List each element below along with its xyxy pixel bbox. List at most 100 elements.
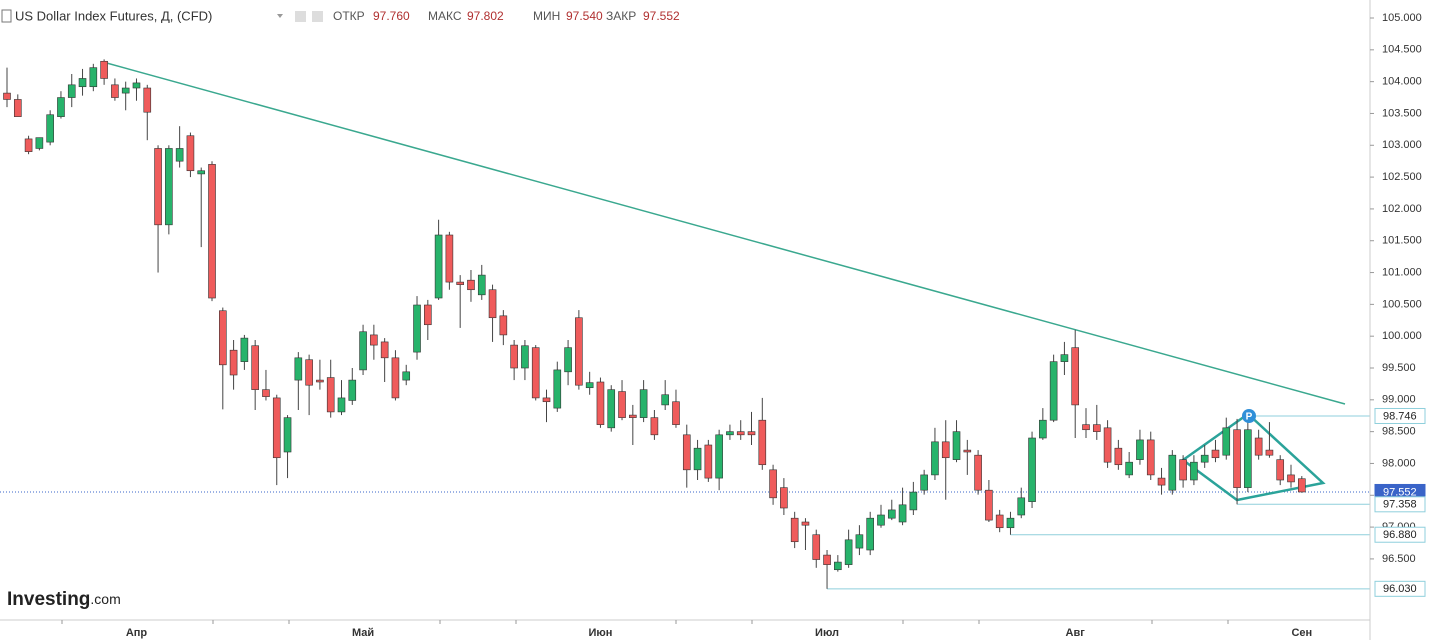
low-label: МИН bbox=[533, 9, 560, 23]
candle-body bbox=[391, 357, 400, 399]
candle-body bbox=[575, 317, 583, 386]
candle-body bbox=[834, 561, 842, 571]
candle-body bbox=[46, 114, 54, 143]
candle-body bbox=[1276, 459, 1285, 481]
logo-name: Investing bbox=[7, 589, 90, 610]
candle-body bbox=[844, 539, 853, 565]
candle-body bbox=[887, 509, 896, 519]
candle-body bbox=[920, 474, 928, 491]
candle-body bbox=[1114, 447, 1123, 466]
candle-body bbox=[272, 397, 281, 459]
candle-body bbox=[726, 431, 734, 436]
y-tick-label: 99.500 bbox=[1382, 362, 1416, 374]
candle-body bbox=[477, 274, 486, 296]
candle-body bbox=[682, 434, 691, 471]
candle-body bbox=[337, 397, 346, 413]
y-tick-label: 104.000 bbox=[1382, 76, 1422, 88]
price-badge bbox=[1374, 407, 1426, 424]
candle-body bbox=[1244, 429, 1252, 488]
y-tick-label: 102.000 bbox=[1382, 203, 1422, 215]
candle-body bbox=[801, 521, 810, 526]
candle-body bbox=[370, 334, 378, 346]
candle-body bbox=[186, 135, 195, 172]
candle-body bbox=[585, 382, 594, 389]
candle-body bbox=[931, 441, 939, 476]
candle-body bbox=[380, 341, 389, 359]
candle-body bbox=[316, 379, 324, 383]
price-badge bbox=[1374, 580, 1426, 597]
candle-body bbox=[165, 148, 173, 226]
candle-body bbox=[715, 434, 723, 479]
y-tick-label: 104.500 bbox=[1382, 44, 1422, 56]
y-tick-label: 103.000 bbox=[1382, 139, 1422, 151]
trendline bbox=[102, 61, 1346, 405]
candle-body bbox=[1211, 449, 1220, 459]
candle-body bbox=[661, 394, 669, 406]
price-badge-label: 96.880 bbox=[1383, 529, 1417, 541]
candle-body bbox=[1190, 461, 1198, 481]
candle-body bbox=[542, 397, 551, 403]
candle-body bbox=[456, 281, 464, 285]
candle-body bbox=[898, 504, 907, 523]
candle-body bbox=[467, 279, 475, 291]
price-badge-label: 97.552 bbox=[1383, 486, 1417, 498]
candle-body bbox=[1125, 461, 1133, 476]
candle-body bbox=[499, 315, 508, 336]
candle-body bbox=[24, 138, 33, 152]
candle-body bbox=[251, 345, 259, 390]
candle-body bbox=[963, 449, 972, 453]
candle-body bbox=[348, 379, 357, 401]
candle-body bbox=[13, 99, 22, 117]
candle-body bbox=[434, 234, 443, 299]
close-value: 97.552 bbox=[643, 9, 680, 23]
x-tick-label: Сен bbox=[1291, 627, 1312, 639]
candle-body bbox=[359, 331, 367, 371]
candle-body bbox=[596, 381, 605, 425]
x-tick-label: Авг bbox=[1066, 627, 1086, 639]
settings-icon[interactable] bbox=[295, 11, 306, 22]
candle-body bbox=[132, 82, 141, 89]
dropdown-icon[interactable] bbox=[277, 14, 283, 18]
candle-body bbox=[1265, 449, 1274, 456]
candle-body bbox=[175, 148, 184, 162]
candle-body bbox=[650, 417, 659, 436]
candle-body bbox=[1060, 354, 1069, 362]
candle-body bbox=[736, 431, 745, 436]
y-tick-label: 98.500 bbox=[1382, 426, 1416, 438]
candle-body bbox=[780, 487, 788, 509]
candle-body bbox=[413, 304, 421, 353]
candle-body bbox=[111, 84, 119, 98]
candle-body bbox=[229, 349, 238, 376]
y-tick-label: 100.000 bbox=[1382, 330, 1422, 342]
candle-body bbox=[1254, 437, 1263, 456]
candle-body bbox=[240, 337, 249, 362]
candle-body bbox=[1146, 439, 1155, 476]
candle-body bbox=[1092, 424, 1101, 432]
candle-body bbox=[618, 391, 626, 418]
candle-body bbox=[67, 84, 76, 98]
candle-body bbox=[866, 517, 875, 551]
open-value: 97.760 bbox=[373, 9, 410, 23]
y-tick-label: 101.000 bbox=[1382, 266, 1422, 278]
candle-body bbox=[952, 431, 961, 460]
x-tick-label: Июн bbox=[588, 627, 612, 639]
candle-body bbox=[1071, 347, 1080, 406]
high-label: МАКС bbox=[428, 9, 462, 23]
y-tick-label: 99.000 bbox=[1382, 394, 1416, 406]
candle-body bbox=[208, 164, 216, 299]
open-label: ОТКР bbox=[333, 9, 365, 23]
candle-body bbox=[1006, 517, 1015, 529]
candle-body bbox=[629, 414, 637, 418]
candle-body bbox=[1103, 427, 1112, 463]
candle-body bbox=[143, 87, 152, 113]
candle-body bbox=[607, 389, 616, 429]
candle-body bbox=[639, 389, 648, 418]
candle-body bbox=[1157, 477, 1166, 486]
candle-body bbox=[1082, 424, 1090, 431]
candle-body bbox=[747, 431, 756, 436]
candle-body bbox=[1028, 437, 1036, 502]
collapse-icon[interactable] bbox=[1, 9, 12, 23]
settings-icon[interactable] bbox=[312, 11, 323, 22]
y-tick-label: 96.500 bbox=[1382, 553, 1416, 565]
